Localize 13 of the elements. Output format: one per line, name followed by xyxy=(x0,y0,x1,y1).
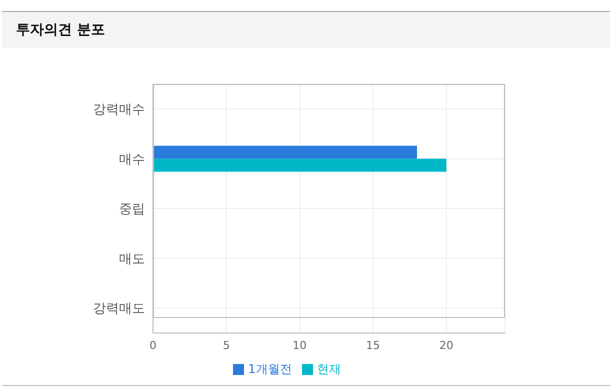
chart-title: 투자의견 분포 xyxy=(16,21,105,39)
x-tick-label: 0 xyxy=(150,338,156,352)
y-tick-label: 중립 xyxy=(119,202,145,218)
x-tick-label: 10 xyxy=(292,338,307,352)
x-tick-label: 5 xyxy=(222,338,230,352)
x-tick-label: 15 xyxy=(366,338,380,352)
y-tick-label: 매수 xyxy=(119,152,145,168)
y-tick-label: 강력매수 xyxy=(93,102,145,118)
legend-label: 현재 xyxy=(316,362,341,376)
y-tick-label: 강력매도 xyxy=(93,302,145,317)
x-tick-label: 20 xyxy=(439,338,454,352)
y-tick-label: 매도 xyxy=(119,252,145,267)
legend-label: 1개월전 xyxy=(248,362,292,376)
